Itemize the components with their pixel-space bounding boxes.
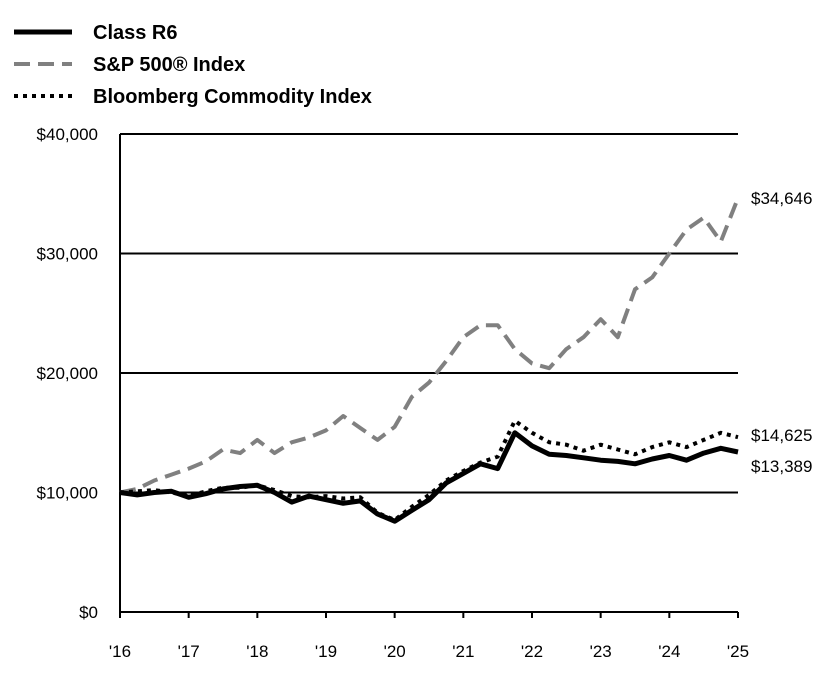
x-tick-label-9: '25 <box>727 642 749 661</box>
y-tick-label-1: $10,000 <box>37 484 98 503</box>
series-line-2 <box>119 197 740 495</box>
legend-label-3: Bloomberg Commodity Index <box>93 86 372 108</box>
end-label-2: $14,625 <box>751 426 812 445</box>
x-tick-label-0: '16 <box>109 642 131 661</box>
legend: Class R6 S&P 500® Index Bloomberg Commodit… <box>14 22 372 108</box>
legend-label-1: Class R6 <box>93 22 178 44</box>
y-tick-label-4: $40,000 <box>37 125 98 144</box>
x-tick-labels: '16 '17 '18 '19 '20 '21 '22 '23 '24 '25 <box>109 642 749 661</box>
x-tick-label-6: '22 <box>521 642 543 661</box>
gridlines <box>120 133 738 494</box>
end-label-1: $34,646 <box>751 189 812 208</box>
x-tick-label-4: '20 <box>384 642 406 661</box>
series-lines <box>119 197 740 524</box>
series-line-1 <box>119 430 739 524</box>
end-value-labels: $34,646 $14,625 $13,389 <box>751 189 812 476</box>
legend-label-2: S&P 500® Index <box>93 54 245 76</box>
y-tick-label-3: $30,000 <box>37 245 98 264</box>
end-label-3: $13,389 <box>751 457 812 476</box>
x-tick-label-3: '19 <box>315 642 337 661</box>
x-tick-label-7: '23 <box>590 642 612 661</box>
x-tick-label-2: '18 <box>246 642 268 661</box>
y-tick-labels: $0 $10,000 $20,000 $30,000 $40,000 <box>37 125 98 622</box>
y-tick-label-2: $20,000 <box>37 364 98 383</box>
x-tick-label-8: '24 <box>658 642 680 661</box>
axes <box>119 134 739 618</box>
x-tick-label-5: '21 <box>452 642 474 661</box>
y-tick-label-0: $0 <box>79 603 98 622</box>
series-line-3 <box>119 418 739 522</box>
x-tick-label-1: '17 <box>178 642 200 661</box>
